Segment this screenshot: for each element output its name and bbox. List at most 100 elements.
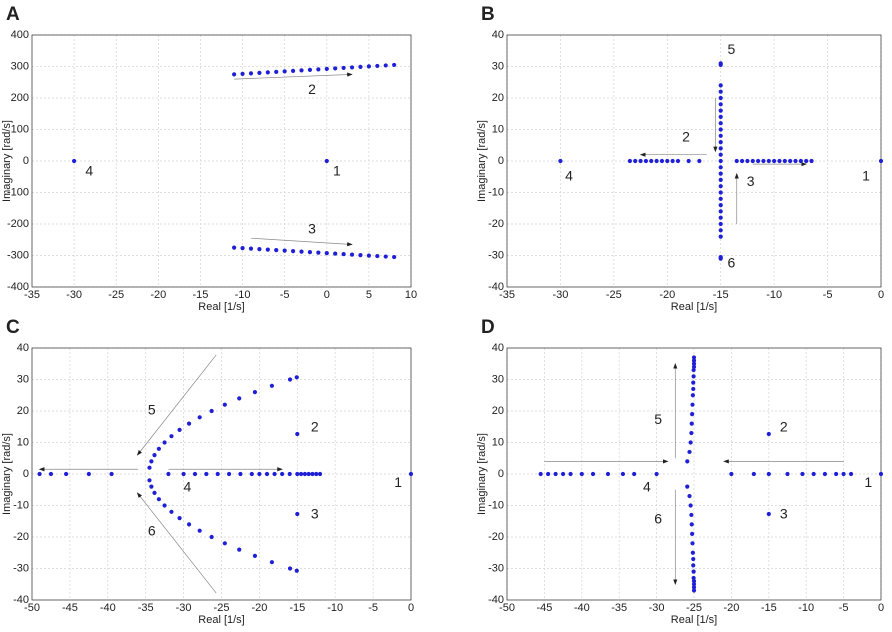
data-point — [718, 215, 723, 220]
x-tick-label: -10 — [235, 289, 251, 301]
y-tick-label: 300 — [11, 60, 29, 72]
data-point — [162, 503, 167, 508]
data-point — [718, 196, 723, 201]
data-point — [691, 374, 696, 379]
data-point — [718, 114, 723, 119]
x-tick-label: 0 — [878, 602, 884, 614]
data-point — [800, 471, 805, 477]
data-point — [878, 158, 884, 164]
data-point — [718, 83, 723, 88]
data-point — [324, 66, 329, 71]
data-point — [257, 247, 262, 252]
x-tick-label: -50 — [24, 602, 40, 614]
data-point — [295, 431, 300, 437]
data-point — [295, 511, 300, 517]
data-point — [280, 471, 285, 477]
data-point — [718, 228, 723, 233]
data-point — [166, 471, 171, 477]
data-point — [307, 249, 313, 255]
data-point — [538, 471, 543, 477]
x-tick-label: -35 — [138, 602, 154, 614]
x-tick-label: -20 — [659, 289, 675, 301]
data-point — [718, 61, 723, 66]
data-point — [675, 158, 681, 164]
data-point — [690, 550, 695, 555]
data-point — [691, 386, 696, 392]
data-point — [316, 250, 321, 255]
data-point — [299, 68, 304, 73]
x-tick-label: -40 — [574, 602, 590, 614]
data-point — [392, 254, 397, 260]
data-point — [269, 383, 275, 388]
panel-label: A — [6, 4, 20, 25]
data-point — [295, 471, 300, 477]
x-tick-label: -30 — [552, 289, 568, 301]
data-point — [718, 177, 723, 182]
x-tick-label: -15 — [192, 289, 208, 301]
data-point — [633, 158, 638, 164]
data-point — [169, 509, 174, 514]
data-point — [341, 251, 346, 257]
x-tick-label: -25 — [606, 289, 622, 301]
data-point — [358, 64, 363, 70]
data-point — [152, 453, 157, 458]
data-point — [162, 440, 167, 445]
data-point — [240, 71, 245, 76]
annotation: 3 — [308, 221, 316, 237]
y-tick-label: -400 — [7, 281, 29, 293]
y-tick-label: -40 — [13, 594, 29, 606]
x-tick-label: -45 — [62, 602, 78, 614]
data-point — [691, 563, 696, 568]
data-point — [841, 471, 846, 477]
data-point — [691, 575, 696, 581]
x-tick-label: -35 — [611, 602, 627, 614]
annotation: 1 — [862, 167, 870, 183]
y-tick-label: 200 — [11, 92, 29, 104]
data-point — [782, 158, 787, 164]
y-tick-label: 40 — [17, 342, 29, 354]
data-point — [691, 588, 697, 593]
x-tick-label: -25 — [214, 602, 230, 614]
data-point — [690, 412, 695, 417]
data-point — [766, 511, 771, 517]
data-point — [691, 569, 696, 574]
data-point — [718, 254, 723, 260]
y-tick-label: -200 — [7, 218, 29, 230]
y-tick-label: -100 — [7, 186, 29, 198]
data-point — [294, 568, 299, 573]
data-point — [341, 65, 346, 71]
annotation: 1 — [394, 474, 402, 490]
data-point — [306, 471, 311, 477]
data-point — [691, 582, 697, 587]
data-point — [349, 252, 355, 257]
data-point — [718, 133, 723, 138]
annotation: 3 — [747, 173, 755, 189]
data-point — [64, 471, 69, 477]
x-tick-label: -10 — [766, 289, 782, 301]
data-point — [718, 190, 723, 195]
data-point — [553, 471, 558, 477]
data-point — [222, 402, 227, 407]
x-tick-label: -10 — [798, 602, 814, 614]
data-point — [590, 471, 596, 477]
data-point — [718, 234, 723, 239]
data-point — [691, 579, 697, 584]
data-point — [649, 158, 654, 164]
data-point — [718, 158, 723, 164]
data-point — [558, 158, 563, 164]
x-tick-label: -30 — [649, 602, 665, 614]
data-point — [269, 560, 275, 565]
data-point — [249, 471, 254, 477]
x-tick-label: -5 — [280, 289, 290, 301]
data-point — [274, 69, 279, 74]
data-point — [232, 245, 237, 250]
x-tick-label: 0 — [324, 289, 330, 301]
data-point — [718, 121, 723, 126]
data-point — [690, 402, 695, 407]
data-point — [204, 471, 209, 477]
data-point — [751, 471, 756, 477]
data-point — [777, 158, 782, 164]
data-point — [654, 158, 659, 164]
y-tick-label: 40 — [492, 29, 504, 41]
